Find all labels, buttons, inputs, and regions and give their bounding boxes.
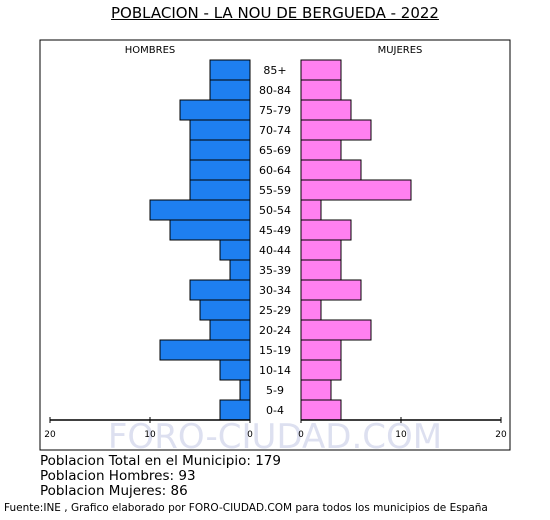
bar-hombres-25-29 xyxy=(199,299,251,321)
bar-mujeres-15-19 xyxy=(300,339,342,361)
age-label: 20-24 xyxy=(259,324,291,337)
age-label: 0-4 xyxy=(266,404,284,417)
bar-hombres-0-4 xyxy=(219,399,251,421)
age-label: 50-54 xyxy=(259,204,291,217)
age-label: 15-19 xyxy=(259,344,291,357)
bar-mujeres-70-74 xyxy=(300,119,372,141)
age-label: 30-34 xyxy=(259,284,291,297)
bar-mujeres-55-59 xyxy=(300,179,412,201)
bar-hombres-60-64 xyxy=(189,159,251,181)
bar-hombres-50-54 xyxy=(149,199,251,221)
bar-hombres-30-34 xyxy=(189,279,251,301)
bar-mujeres-5-9 xyxy=(300,379,332,401)
bar-mujeres-35-39 xyxy=(300,259,342,281)
female-population: Poblacion Mujeres: 86 xyxy=(40,483,188,499)
age-label: 80-84 xyxy=(259,84,291,97)
watermark: FORO-CIUDAD.COM xyxy=(108,417,442,457)
bar-hombres-80-84 xyxy=(209,79,251,101)
bar-hombres-45-49 xyxy=(169,219,251,241)
bar-mujeres-85+ xyxy=(300,59,342,81)
hombres-label: HOMBRES xyxy=(125,45,176,56)
age-label: 55-59 xyxy=(259,184,291,197)
male-population: Poblacion Hombres: 93 xyxy=(40,468,196,484)
age-label: 35-39 xyxy=(259,264,291,277)
bar-hombres-55-59 xyxy=(189,179,251,201)
age-label: 45-49 xyxy=(259,224,291,237)
age-label: 10-14 xyxy=(259,364,291,377)
bar-mujeres-45-49 xyxy=(300,219,352,241)
bar-hombres-20-24 xyxy=(209,319,251,341)
age-label: 40-44 xyxy=(259,244,291,257)
age-label: 5-9 xyxy=(266,384,284,397)
mujeres-label: MUJERES xyxy=(378,45,423,56)
bar-hombres-75-79 xyxy=(179,99,251,121)
bar-hombres-40-44 xyxy=(219,239,251,261)
bar-mujeres-10-14 xyxy=(300,359,342,381)
bar-mujeres-40-44 xyxy=(300,239,342,261)
bar-mujeres-80-84 xyxy=(300,79,342,101)
bar-mujeres-25-29 xyxy=(300,299,322,321)
bar-mujeres-20-24 xyxy=(300,319,372,341)
tick-label: 0 xyxy=(298,430,304,440)
footer-source: Fuente:INE , Grafico elaborado por FORO-… xyxy=(4,502,488,514)
bar-hombres-70-74 xyxy=(189,119,251,141)
bar-mujeres-60-64 xyxy=(300,159,362,181)
bar-hombres-65-69 xyxy=(189,139,251,161)
bar-mujeres-65-69 xyxy=(300,139,342,161)
age-label: 60-64 xyxy=(259,164,291,177)
tick-label: 0 xyxy=(247,430,253,440)
bar-mujeres-30-34 xyxy=(300,279,362,301)
bar-hombres-10-14 xyxy=(219,359,251,381)
age-label: 85+ xyxy=(263,64,286,77)
bar-hombres-85+ xyxy=(209,59,251,81)
bar-hombres-35-39 xyxy=(229,259,251,281)
bar-mujeres-75-79 xyxy=(300,99,352,121)
bar-mujeres-0-4 xyxy=(300,399,342,421)
axes-group: 20 10 0 0 10 20 xyxy=(44,417,507,440)
bar-hombres-5-9 xyxy=(239,379,251,401)
age-label: 25-29 xyxy=(259,304,291,317)
plot-frame xyxy=(39,39,511,451)
total-population: Poblacion Total en el Municipio: 179 xyxy=(40,453,281,469)
tick-label: 20 xyxy=(495,430,507,440)
age-label: 70-74 xyxy=(259,124,291,137)
age-label: 75-79 xyxy=(259,104,291,117)
tick-label: 10 xyxy=(144,430,156,440)
age-label: 65-69 xyxy=(259,144,291,157)
bar-mujeres-50-54 xyxy=(300,199,322,221)
bar-hombres-15-19 xyxy=(159,339,251,361)
chart-title: POBLACION - LA NOU DE BERGUEDA - 2022 xyxy=(111,4,439,22)
tick-label: 10 xyxy=(395,430,407,440)
tick-label: 20 xyxy=(44,430,56,440)
